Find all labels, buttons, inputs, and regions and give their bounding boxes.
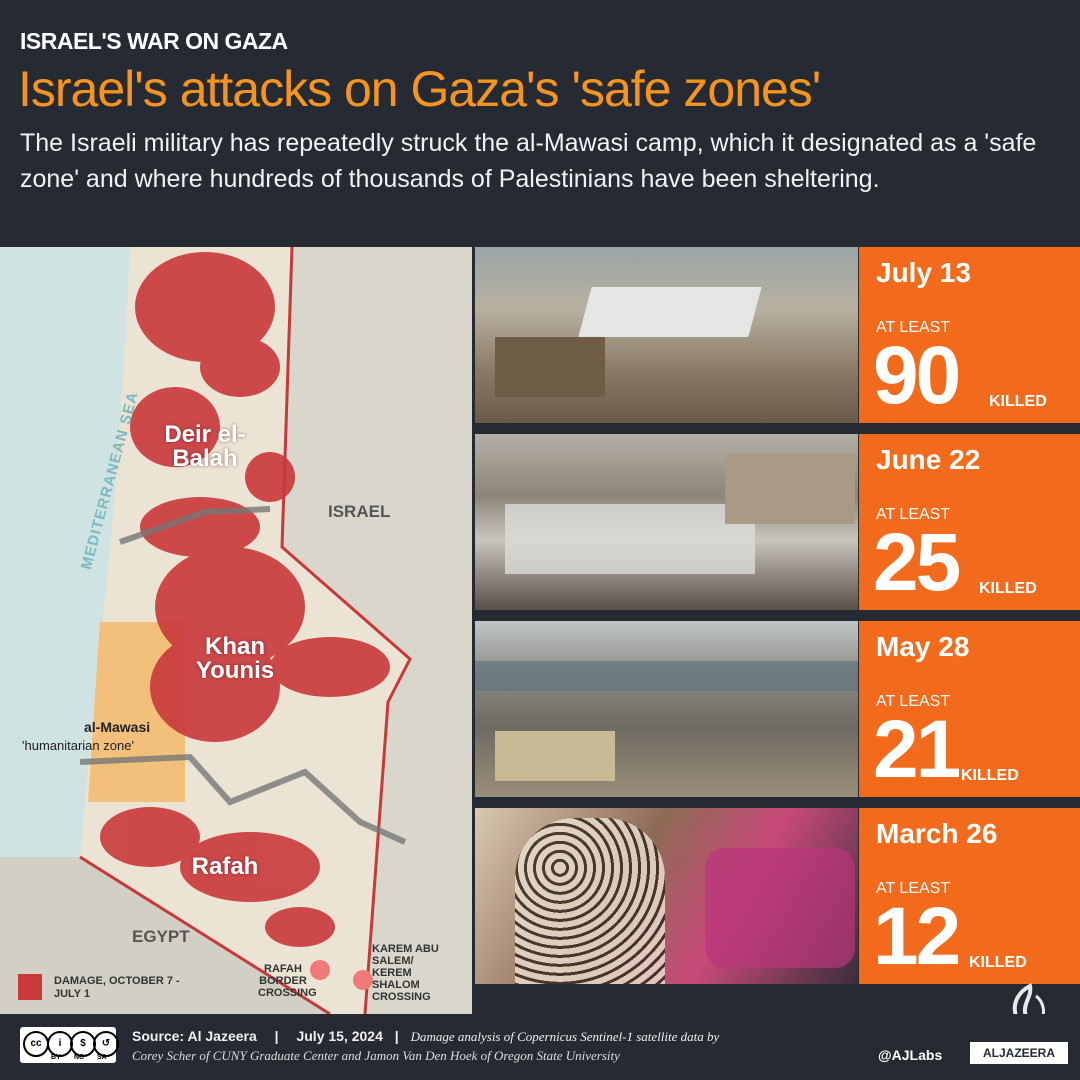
- country-egypt: EGYPT: [132, 927, 190, 946]
- attack-photo: [475, 621, 858, 797]
- attack-card: May 28 AT LEAST 21 KILLED: [475, 621, 1080, 797]
- analysis-note-1: Damage analysis of Copernicus Sentinel-1…: [410, 1029, 720, 1044]
- attack-photo: [475, 247, 858, 423]
- killed-count: 12: [873, 891, 961, 982]
- attack-date: March 26: [876, 818, 998, 849]
- creative-commons-badge: cc i $ ↺ BY NC SA: [20, 1027, 119, 1063]
- cc-nc-label: NC: [74, 1054, 85, 1061]
- zone-sub: 'humanitarian zone': [22, 738, 134, 753]
- dek: The Israeli military has repeatedly stru…: [20, 129, 1037, 193]
- crossing-kerem-shalom: KAREM ABU SALEM/ KEREM SHALOM CROSSING: [372, 943, 439, 1003]
- attack-info: June 22 AT LEAST 25 KILLED: [859, 434, 1080, 610]
- legend-swatch: [18, 974, 42, 1000]
- attack-photo: [475, 808, 858, 984]
- attack-card: March 26 AT LEAST 12 KILLED: [475, 808, 1080, 984]
- city-khan-younis: Khan Younis: [195, 633, 275, 684]
- source: Source: Al Jazeera: [132, 1028, 257, 1044]
- publish-date: July 15, 2024: [296, 1028, 383, 1044]
- attack-cards: July 13 AT LEAST 90 KILLED June 22 AT LE…: [475, 247, 1080, 984]
- at-least-label: AT LEAST: [876, 880, 951, 897]
- egypt-shape: [0, 857, 330, 1014]
- at-least-label: AT LEAST: [876, 506, 951, 523]
- attack-photo: [475, 434, 858, 610]
- killed-count: 21: [873, 704, 961, 795]
- attack-info: March 26 AT LEAST 12 KILLED: [859, 808, 1080, 984]
- attack-info: July 13 AT LEAST 90 KILLED: [859, 247, 1080, 423]
- attack-date: June 22: [876, 444, 981, 475]
- kicker: ISRAEL'S WAR ON GAZA: [20, 28, 288, 54]
- killed-label: KILLED: [961, 767, 1019, 784]
- city-deir-el-balah: Deir el-Balah: [164, 421, 246, 472]
- attack-card: June 22 AT LEAST 25 KILLED: [475, 434, 1080, 610]
- attack-date: July 13: [876, 257, 971, 288]
- header: ISRAEL'S WAR ON GAZA Israel's attacks on…: [0, 0, 1080, 246]
- attack-card: July 13 AT LEAST 90 KILLED: [475, 247, 1080, 423]
- analysis-note-2: Corey Scher of CUNY Graduate Center and …: [132, 1048, 620, 1063]
- cc-by-label: BY: [51, 1054, 61, 1061]
- cc-sa-label: SA: [97, 1054, 107, 1061]
- map-graphic: [0, 247, 472, 1014]
- at-least-label: AT LEAST: [876, 693, 951, 710]
- country-israel: ISRAEL: [328, 502, 391, 521]
- killed-label: KILLED: [969, 954, 1027, 971]
- at-least-label: AT LEAST: [876, 319, 951, 336]
- attack-date: May 28: [876, 631, 970, 662]
- cc-icon: cc: [23, 1031, 49, 1057]
- sa-icon: ↺: [93, 1031, 119, 1057]
- killed-label: KILLED: [979, 580, 1037, 597]
- footer: cc i $ ↺ BY NC SA Source: Al Jazeera | J…: [0, 1014, 1080, 1080]
- attack-info: May 28 AT LEAST 21 KILLED: [859, 621, 1080, 797]
- social-handle: @AJLabs: [878, 1047, 943, 1063]
- crossing-rafah: RAFAH BORDER CROSSING: [258, 963, 317, 999]
- legend-label: DAMAGE, OCTOBER 7 - JULY 1: [54, 975, 180, 1000]
- killed-count: 90: [873, 330, 961, 421]
- zone-name: al-Mawasi: [84, 719, 151, 735]
- killed-label: KILLED: [989, 393, 1047, 410]
- source-line: Source: Al Jazeera | July 15, 2024 | Dam…: [132, 1028, 720, 1044]
- killed-count: 25: [873, 517, 961, 608]
- gaza-border: [280, 247, 412, 1014]
- brand-wordmark: ALJAZEERA: [970, 1042, 1068, 1064]
- gaza-map: MEDITERRANEAN SEA Deir el-Balah Khan You…: [0, 247, 472, 1014]
- sea-shape: [0, 247, 130, 1014]
- headline: Israel's attacks on Gaza's 'safe zones': [18, 61, 821, 117]
- city-rafah: Rafah: [191, 853, 259, 880]
